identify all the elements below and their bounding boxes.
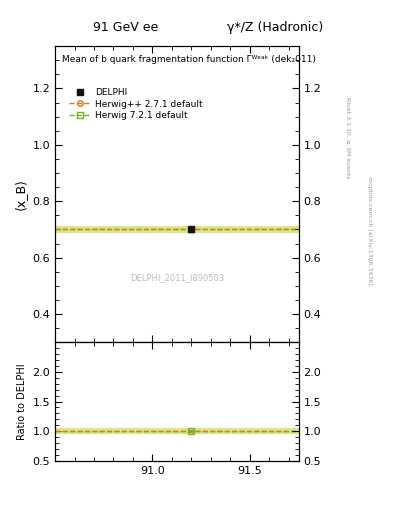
- Text: Mean of b quark fragmentation function Γᵂᵉᵃᵏ (dek₂011): Mean of b quark fragmentation function Γ…: [62, 55, 316, 64]
- Legend: DELPHI, Herwig++ 2.7.1 default, Herwig 7.2.1 default: DELPHI, Herwig++ 2.7.1 default, Herwig 7…: [67, 86, 204, 122]
- Text: Rivet 3.1.10, ≥ 3M events: Rivet 3.1.10, ≥ 3M events: [345, 97, 350, 179]
- Text: mcplots.cern.ch [arXiv:1306.3436]: mcplots.cern.ch [arXiv:1306.3436]: [367, 176, 372, 285]
- Y-axis label: ⟨x_B⟩: ⟨x_B⟩: [14, 178, 27, 210]
- Text: DELPHI_2011_I890503: DELPHI_2011_I890503: [130, 272, 224, 282]
- Text: γ*/Z (Hadronic): γ*/Z (Hadronic): [227, 20, 323, 34]
- Y-axis label: Ratio to DELPHI: Ratio to DELPHI: [17, 363, 27, 440]
- Text: 91 GeV ee: 91 GeV ee: [93, 20, 158, 34]
